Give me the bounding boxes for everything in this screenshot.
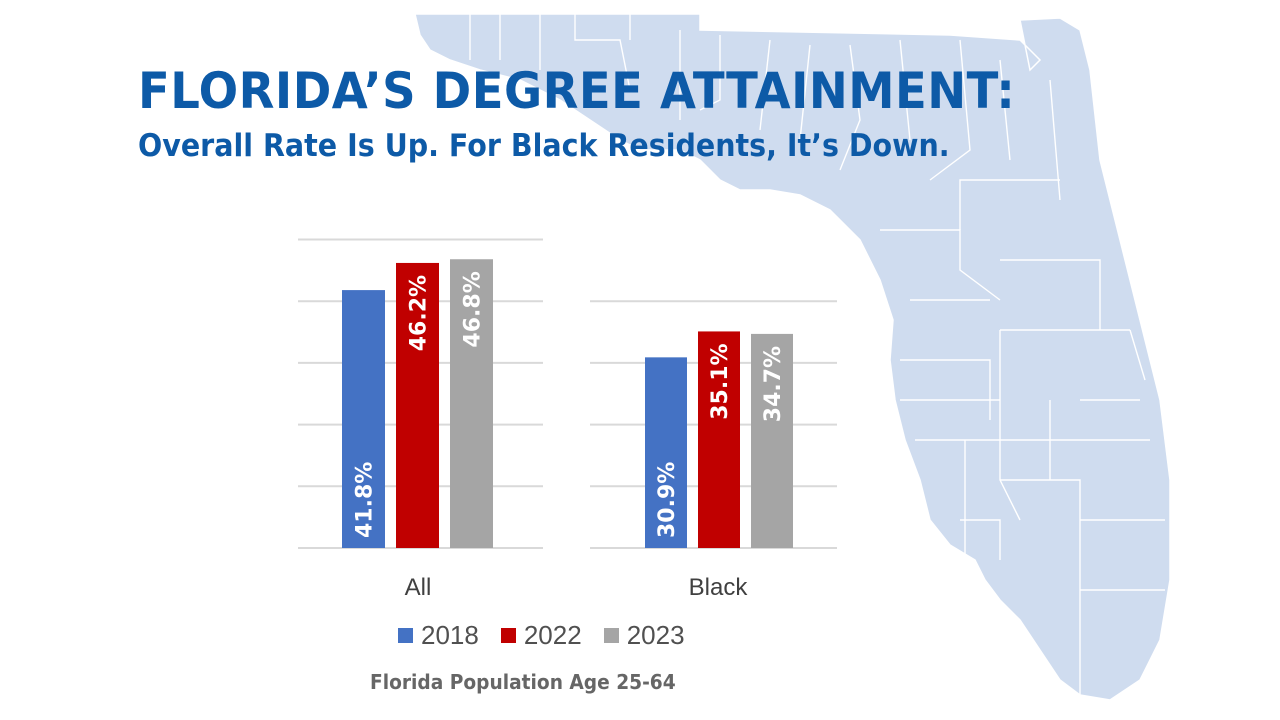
data-labels: 41.8% 46.2% 46.8% 30.9% 35.1% 34.7% bbox=[353, 271, 787, 538]
bars bbox=[342, 259, 793, 548]
legend-label-2023: 2023 bbox=[626, 620, 685, 650]
data-label-black-2023: 34.7% bbox=[761, 346, 786, 422]
page-subtitle: Overall Rate Is Up. For Black Residents,… bbox=[138, 128, 950, 164]
legend-swatch-2023 bbox=[603, 628, 619, 643]
bar-all-2022 bbox=[396, 262, 439, 548]
data-label-all-2023: 46.8% bbox=[461, 271, 486, 347]
category-label-all: All bbox=[405, 574, 432, 601]
county-borders bbox=[469, 14, 1165, 700]
bar-black-2023 bbox=[751, 333, 793, 548]
page-title: FLORIDA’S DEGREE ATTAINMENT: bbox=[138, 62, 1016, 120]
data-label-all-2022: 46.2% bbox=[407, 275, 432, 351]
legend-swatch-2018 bbox=[398, 628, 413, 643]
legend-item-2022: 2022 bbox=[500, 620, 582, 651]
legend-item-2023: 2023 bbox=[603, 620, 685, 651]
bar-all-2018 bbox=[342, 290, 385, 548]
chart-legend: 2018 2022 2023 bbox=[398, 620, 685, 651]
legend-item-2018: 2018 bbox=[398, 620, 479, 651]
category-labels: All Black bbox=[405, 574, 749, 601]
category-label-black: Black bbox=[689, 574, 749, 601]
legend-label-2018: 2018 bbox=[421, 620, 479, 650]
data-label-all-2018: 41.8% bbox=[353, 462, 378, 538]
bar-black-2018 bbox=[645, 357, 687, 548]
bar-black-2022 bbox=[698, 331, 740, 548]
bar-all-2023 bbox=[450, 259, 493, 548]
legend-label-2022: 2022 bbox=[523, 620, 582, 650]
florida-map-shape bbox=[414, 13, 1171, 701]
legend-swatch-2022 bbox=[500, 628, 516, 643]
chart-footnote: Florida Population Age 25-64 bbox=[370, 670, 676, 694]
data-label-black-2022: 35.1% bbox=[708, 343, 733, 419]
data-label-black-2018: 30.9% bbox=[655, 462, 680, 538]
